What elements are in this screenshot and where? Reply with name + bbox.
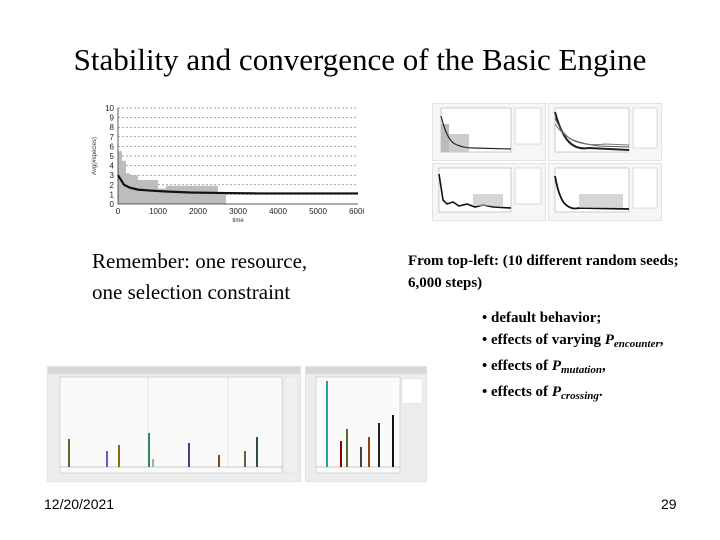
bullet-sub: mutation	[560, 364, 602, 376]
bar	[122, 160, 126, 204]
x-tick-label: 0	[116, 207, 121, 216]
distribution-screenshot	[305, 366, 427, 482]
seed-plot-mutation	[432, 163, 546, 221]
right-note-line2: 6,000 steps)	[408, 275, 483, 291]
bullet-sub: crossing	[560, 390, 599, 402]
bar	[166, 185, 218, 204]
page-number: 29	[661, 496, 677, 512]
right-note-line1: From top-left: (10 different random seed…	[408, 253, 679, 269]
bullet-item: effects of varying Pencounter,	[482, 329, 664, 355]
x-axis-label: time	[232, 218, 244, 222]
y-tick-label: 5	[110, 152, 115, 161]
slide-title: Stability and convergence of the Basic E…	[73, 42, 647, 77]
bar	[126, 173, 130, 204]
seed-plot-default	[432, 103, 546, 161]
bullet-var: P	[551, 384, 561, 400]
footer-date: 12/20/2021	[44, 496, 115, 512]
y-tick-label: 1	[110, 190, 115, 199]
seed-plot-crossing	[548, 163, 662, 221]
y-tick-label: 4	[110, 162, 115, 171]
y-tick-label: 2	[110, 181, 115, 190]
bullet-item: default behavior;	[482, 307, 664, 329]
left-note: Remember: one resource, one selection co…	[92, 246, 307, 308]
series-line	[117, 174, 358, 195]
x-tick-label: 1000	[149, 207, 167, 216]
right-note: From top-left: (10 different random seed…	[408, 250, 679, 294]
seed-plot-encounter	[548, 103, 662, 161]
left-note-line1: Remember: one resource,	[92, 249, 308, 273]
y-axis-label: Avg(#species)	[92, 137, 98, 175]
bullet-tail: ,	[659, 332, 664, 348]
y-tick-label: 0	[110, 200, 115, 209]
y-tick-label: 7	[110, 133, 115, 142]
x-tick-label: 5000	[309, 207, 327, 216]
x-tick-label: 4000	[269, 207, 287, 216]
y-tick-label: 9	[110, 114, 115, 123]
bar	[158, 188, 166, 204]
y-tick-label: 3	[110, 171, 115, 180]
distribution-screenshot	[47, 366, 301, 482]
bullet-sub: encounter	[613, 338, 660, 350]
bullet-var: P	[604, 332, 614, 348]
y-tick-label: 10	[105, 104, 114, 113]
bullet-text: effects of	[491, 384, 552, 400]
bullet-tail: ,	[601, 358, 606, 374]
x-tick-label: 2000	[189, 207, 207, 216]
bullet-list: default behavior; effects of varying Pen…	[482, 307, 664, 407]
y-tick-label: 8	[110, 123, 115, 132]
x-tick-label: 3000	[229, 207, 247, 216]
bar	[138, 180, 158, 204]
bullet-text: effects of	[491, 358, 552, 374]
y-tick-label: 6	[110, 142, 115, 151]
x-tick-label: 6000	[349, 207, 364, 216]
bar	[218, 192, 226, 204]
bullet-tail: .	[598, 384, 603, 400]
bullet-item: effects of Pcrossing.	[482, 381, 664, 407]
bullet-var: P	[551, 358, 561, 374]
bullet-text: effects of varying	[491, 332, 605, 348]
bullet-text: default behavior;	[491, 310, 602, 326]
left-note-line2: one selection constraint	[92, 280, 291, 304]
bullet-item: effects of Pmutation,	[482, 355, 664, 381]
